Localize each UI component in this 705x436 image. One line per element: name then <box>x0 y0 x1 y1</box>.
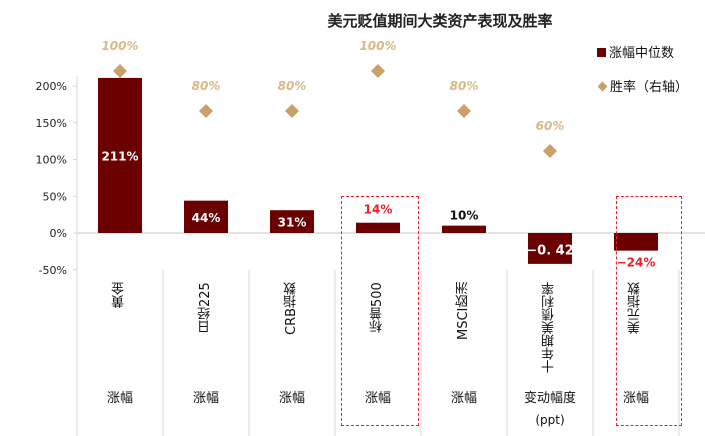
y-tick-label: 50% <box>43 190 67 203</box>
bar-value-label: 14% <box>364 203 393 217</box>
bar-value-label: 44% <box>192 211 221 225</box>
bar-value-label: 31% <box>278 216 307 230</box>
highlight-box-dxy <box>616 196 682 426</box>
win-rate-diamond <box>371 64 385 78</box>
category-label: CRB指数 <box>284 282 299 336</box>
category-label: 日经225 <box>198 282 213 333</box>
chart-title: 美元贬值期间大类资产表现及胜率 <box>327 12 553 30</box>
legend-swatch-diamond <box>597 81 608 92</box>
bar <box>614 233 658 251</box>
category-sublabel: 涨幅 <box>364 391 391 406</box>
legend-item-bar: 涨幅中位数 <box>597 42 674 61</box>
category-label: 十年期美债利率 <box>542 282 557 373</box>
bar <box>442 225 486 233</box>
category-sublabel: 涨幅 <box>106 391 133 406</box>
y-tick-label: 100% <box>36 154 67 167</box>
bar <box>98 77 142 233</box>
category-sublabel: 涨幅 <box>622 391 649 406</box>
category-sublabel: 涨幅 <box>278 391 305 406</box>
y-tick-label: 0% <box>50 227 67 240</box>
highlight-box-sp500 <box>341 196 419 426</box>
y-tick-label: -50% <box>39 264 67 277</box>
category-sublabel: 变动幅度 <box>523 391 576 406</box>
bar-value-label: 211% <box>101 149 138 163</box>
win-rate-diamond <box>199 104 213 118</box>
bar <box>356 222 400 233</box>
y-tick-label: 150% <box>36 117 67 130</box>
category-sublabel: 涨幅 <box>192 391 219 406</box>
y-tick-label: 200% <box>36 80 67 93</box>
unit-note: (ppt) <box>535 413 565 427</box>
bar-value-label: 10% <box>450 209 479 223</box>
win-rate-diamond <box>113 64 127 78</box>
win-rate-label: 80% <box>278 79 307 93</box>
win-rate-label: 60% <box>536 119 565 133</box>
bar <box>184 200 228 233</box>
category-sublabel: 涨幅 <box>450 391 477 406</box>
bar-value-label: −24% <box>617 256 656 270</box>
win-rate-label: 80% <box>450 79 479 93</box>
win-rate-diamond <box>457 104 471 118</box>
bar <box>528 233 572 264</box>
win-rate-label: 100% <box>101 39 138 53</box>
legend-swatch-bar <box>597 48 606 57</box>
legend-item-win: 胜率（右轴） <box>597 76 688 95</box>
bar <box>270 210 314 233</box>
legend-label: 胜率（右轴） <box>610 80 689 95</box>
legend-label: 涨幅中位数 <box>609 46 675 61</box>
win-rate-label: 100% <box>359 39 396 53</box>
category-label: 黄金 <box>112 282 127 308</box>
win-rate-diamond <box>285 104 299 118</box>
bar-value-label: −0. 42 <box>526 243 574 258</box>
category-label: MSCI欧洲 <box>456 282 471 341</box>
win-rate-label: 80% <box>192 79 221 93</box>
win-rate-diamond <box>543 144 557 158</box>
